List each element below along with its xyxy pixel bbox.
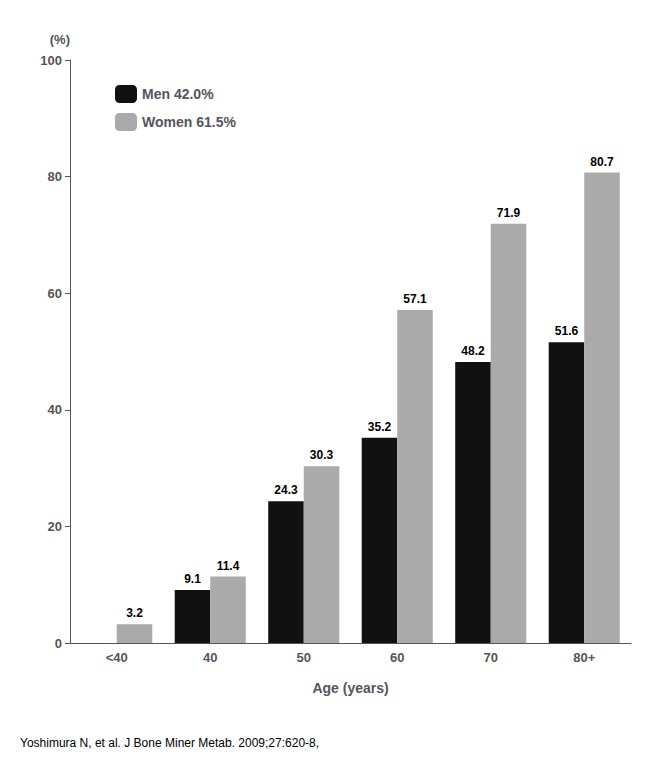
svg-text:Age (years): Age (years): [312, 680, 388, 696]
svg-text:11.4: 11.4: [217, 559, 240, 573]
svg-text:(%): (%): [50, 32, 70, 47]
svg-text:50: 50: [297, 650, 311, 665]
svg-text:48.2: 48.2: [461, 344, 485, 358]
svg-text:35.2: 35.2: [368, 420, 392, 434]
svg-text:60: 60: [390, 650, 404, 665]
svg-text:0: 0: [55, 636, 62, 651]
svg-text:57.1: 57.1: [403, 292, 427, 306]
svg-text:40: 40: [48, 402, 62, 417]
svg-text:80+: 80+: [573, 650, 595, 665]
svg-text:Men 42.0%: Men 42.0%: [142, 86, 214, 102]
svg-text:80.7: 80.7: [590, 155, 614, 169]
svg-text:60: 60: [48, 286, 62, 301]
svg-text:70: 70: [484, 650, 498, 665]
svg-text:30.3: 30.3: [310, 448, 334, 462]
svg-text:Yoshimura N, et al. J Bone Min: Yoshimura N, et al. J Bone Miner Metab. …: [20, 736, 319, 750]
svg-text:Women 61.5%: Women 61.5%: [142, 114, 236, 130]
svg-text:24.3: 24.3: [274, 483, 298, 497]
svg-text:51.6: 51.6: [555, 324, 579, 338]
svg-text:80: 80: [48, 169, 62, 184]
svg-text:<40: <40: [106, 650, 128, 665]
svg-text:20: 20: [48, 519, 62, 534]
svg-text:71.9: 71.9: [497, 206, 521, 220]
svg-text:3.2: 3.2: [126, 606, 143, 620]
svg-text:40: 40: [203, 650, 217, 665]
svg-text:9.1: 9.1: [184, 572, 201, 586]
svg-text:100: 100: [40, 53, 62, 68]
